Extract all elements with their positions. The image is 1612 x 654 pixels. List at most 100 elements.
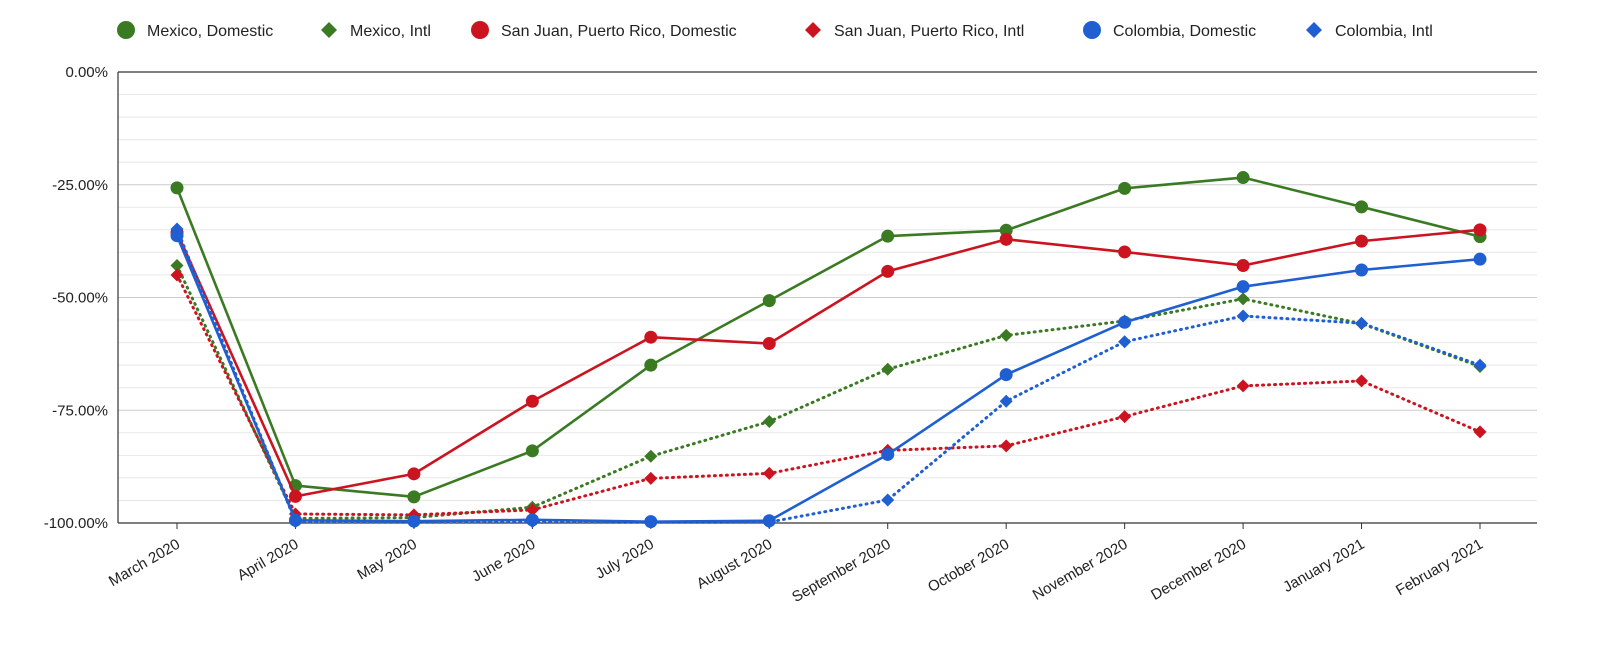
data-point <box>1355 234 1369 248</box>
data-point <box>644 515 658 529</box>
series-5 <box>170 222 1487 529</box>
x-tick-label: April 2020 <box>234 536 301 584</box>
legend-item[interactable]: Colombia, Domestic <box>1083 21 1256 40</box>
data-point <box>525 503 539 517</box>
data-point <box>525 394 539 408</box>
y-tick-label: -75.00% <box>52 402 108 419</box>
legend-swatch <box>471 21 489 39</box>
legend-item[interactable]: Mexico, Domestic <box>117 21 273 40</box>
data-point <box>1236 171 1250 185</box>
data-point <box>1355 316 1369 330</box>
data-point <box>762 515 776 529</box>
data-point <box>407 467 421 481</box>
legend-label: Mexico, Intl <box>350 23 431 40</box>
series-line <box>175 263 1482 520</box>
data-point <box>1118 315 1132 329</box>
legend-item[interactable]: Mexico, Intl <box>321 22 431 40</box>
axes: 0.00% -25.00% -50.00% -75.00% -100.00% March … <box>44 64 1537 606</box>
data-point <box>1236 379 1250 393</box>
data-point <box>881 447 895 461</box>
data-point <box>170 229 184 243</box>
data-point <box>1473 252 1487 266</box>
y-tick-label: -100.00% <box>44 515 108 532</box>
data-point <box>762 294 776 308</box>
data-point <box>1355 374 1369 388</box>
data-point <box>999 328 1013 342</box>
data-point <box>170 181 184 195</box>
x-tick-label: June 2020 <box>469 536 538 586</box>
data-point <box>1236 292 1250 306</box>
data-point <box>170 258 184 272</box>
legend-swatch <box>805 22 821 38</box>
series-2 <box>170 223 1487 503</box>
data-point <box>288 489 302 503</box>
y-tick-label: -25.00% <box>52 177 108 194</box>
data-point <box>1473 425 1487 439</box>
x-tick-label: February 2021 <box>1393 536 1486 600</box>
data-point <box>1118 245 1132 259</box>
data-point <box>407 490 421 504</box>
legend-label: Colombia, Intl <box>1335 23 1433 40</box>
legend-item[interactable]: San Juan, Puerto Rico, Domestic <box>471 21 737 40</box>
data-point <box>1236 280 1250 294</box>
legend-label: Mexico, Domestic <box>147 23 273 40</box>
data-point <box>525 515 539 529</box>
x-tick-label: September 2020 <box>789 536 894 606</box>
data-point <box>881 229 895 243</box>
data-point <box>762 415 776 429</box>
y-tick-label: 0.00% <box>65 64 108 81</box>
data-point <box>525 444 539 458</box>
data-point <box>407 515 421 529</box>
data-point <box>644 358 658 372</box>
data-point <box>881 264 895 278</box>
data-point <box>288 515 302 529</box>
legend-swatch <box>321 22 337 38</box>
legend-item[interactable]: Colombia, Intl <box>1306 22 1433 40</box>
data-point <box>644 471 658 485</box>
data-point <box>1118 181 1132 195</box>
legend-swatch <box>1083 21 1101 39</box>
data-point <box>762 466 776 480</box>
gridlines <box>118 94 1537 501</box>
series-line <box>175 234 1482 523</box>
legend-item[interactable]: San Juan, Puerto Rico, Intl <box>805 22 1024 40</box>
legend-swatch <box>1306 22 1322 38</box>
x-tick-label: December 2020 <box>1148 536 1249 604</box>
data-point <box>1118 410 1132 424</box>
data-point <box>1118 335 1132 349</box>
data-point <box>1236 258 1250 272</box>
data-point <box>1236 309 1250 323</box>
x-tick-label: March 2020 <box>106 536 183 590</box>
data-point <box>999 368 1013 382</box>
legend-label: Colombia, Domestic <box>1113 23 1256 40</box>
series-line <box>175 228 1482 498</box>
x-tick-label: November 2020 <box>1030 536 1131 604</box>
series-line <box>175 273 1482 517</box>
data-point <box>644 449 658 463</box>
legend-label: San Juan, Puerto Rico, Domestic <box>501 23 737 40</box>
data-point <box>1473 223 1487 237</box>
data-point <box>762 337 776 351</box>
data-point <box>1355 263 1369 277</box>
series-0 <box>170 171 1487 504</box>
data-point <box>644 330 658 344</box>
data-point <box>999 232 1013 246</box>
x-tick-label: October 2020 <box>925 536 1012 596</box>
series-1 <box>170 258 1487 525</box>
data-point <box>1355 200 1369 214</box>
series-line <box>175 176 1482 499</box>
legend-label: San Juan, Puerto Rico, Intl <box>834 23 1024 40</box>
x-tick-label: May 2020 <box>354 536 420 584</box>
data-point <box>999 223 1013 237</box>
x-tick-label: July 2020 <box>593 536 657 583</box>
data-point <box>881 493 895 507</box>
legend-swatch <box>117 21 135 39</box>
series-line <box>175 227 1482 524</box>
data-point <box>170 268 184 282</box>
x-tick-label: January 2021 <box>1280 536 1367 596</box>
x-tick-label: August 2020 <box>694 536 775 593</box>
legend: Mexico, Domestic Mexico, Intl San Juan, Pu… <box>117 21 1433 40</box>
data-point <box>999 394 1013 408</box>
data-point <box>170 222 184 236</box>
